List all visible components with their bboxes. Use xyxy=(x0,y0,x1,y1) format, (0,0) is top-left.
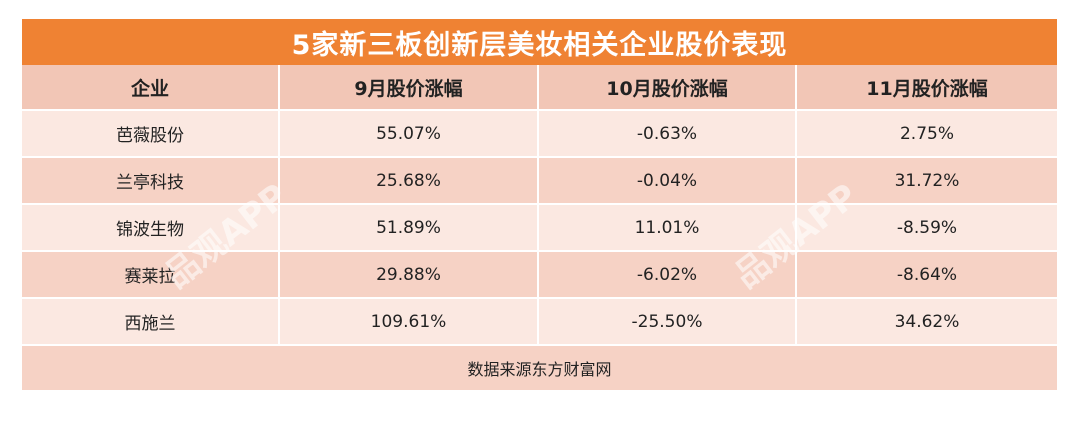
table-row: 锦波生物 51.89% 11.01% -8.59% xyxy=(22,205,1057,252)
nov-change-cell: 34.62% xyxy=(797,299,1057,346)
column-header-company: 企业 xyxy=(22,65,280,111)
sep-change-cell: 25.68% xyxy=(280,158,539,205)
sep-change-cell: 29.88% xyxy=(280,252,539,299)
column-header-oct-change: 10月股价涨幅 xyxy=(539,65,797,111)
oct-change-cell: 11.01% xyxy=(539,205,797,252)
nov-change-cell: 31.72% xyxy=(797,158,1057,205)
stock-table: 企业 9月股价涨幅 10月股价涨幅 11月股价涨幅 芭薇股份 55.07% -0… xyxy=(22,65,1057,390)
company-cell: 西施兰 xyxy=(22,299,280,346)
company-cell: 赛莱拉 xyxy=(22,252,280,299)
oct-change-cell: -0.63% xyxy=(539,111,797,158)
table-row: 兰亭科技 25.68% -0.04% 31.72% xyxy=(22,158,1057,205)
nov-change-cell: -8.64% xyxy=(797,252,1057,299)
footer-row: 数据来源东方财富网 xyxy=(22,346,1057,390)
nov-change-cell: -8.59% xyxy=(797,205,1057,252)
sep-change-cell: 55.07% xyxy=(280,111,539,158)
oct-change-cell: -0.04% xyxy=(539,158,797,205)
header-row: 企业 9月股价涨幅 10月股价涨幅 11月股价涨幅 xyxy=(22,65,1057,111)
table-title: 5家新三板创新层美妆相关企业股价表现 xyxy=(22,19,1057,65)
table-row: 赛莱拉 29.88% -6.02% -8.64% xyxy=(22,252,1057,299)
data-source-note: 数据来源东方财富网 xyxy=(22,346,1057,390)
nov-change-cell: 2.75% xyxy=(797,111,1057,158)
table-row: 西施兰 109.61% -25.50% 34.62% xyxy=(22,299,1057,346)
column-header-sep-change: 9月股价涨幅 xyxy=(280,65,539,111)
company-cell: 芭薇股份 xyxy=(22,111,280,158)
sep-change-cell: 51.89% xyxy=(280,205,539,252)
oct-change-cell: -25.50% xyxy=(539,299,797,346)
company-cell: 锦波生物 xyxy=(22,205,280,252)
company-cell: 兰亭科技 xyxy=(22,158,280,205)
sep-change-cell: 109.61% xyxy=(280,299,539,346)
stock-table-card: 5家新三板创新层美妆相关企业股价表现 企业 9月股价涨幅 10月股价涨幅 11月… xyxy=(22,19,1057,395)
oct-change-cell: -6.02% xyxy=(539,252,797,299)
column-header-nov-change: 11月股价涨幅 xyxy=(797,65,1057,111)
table-row: 芭薇股份 55.07% -0.63% 2.75% xyxy=(22,111,1057,158)
